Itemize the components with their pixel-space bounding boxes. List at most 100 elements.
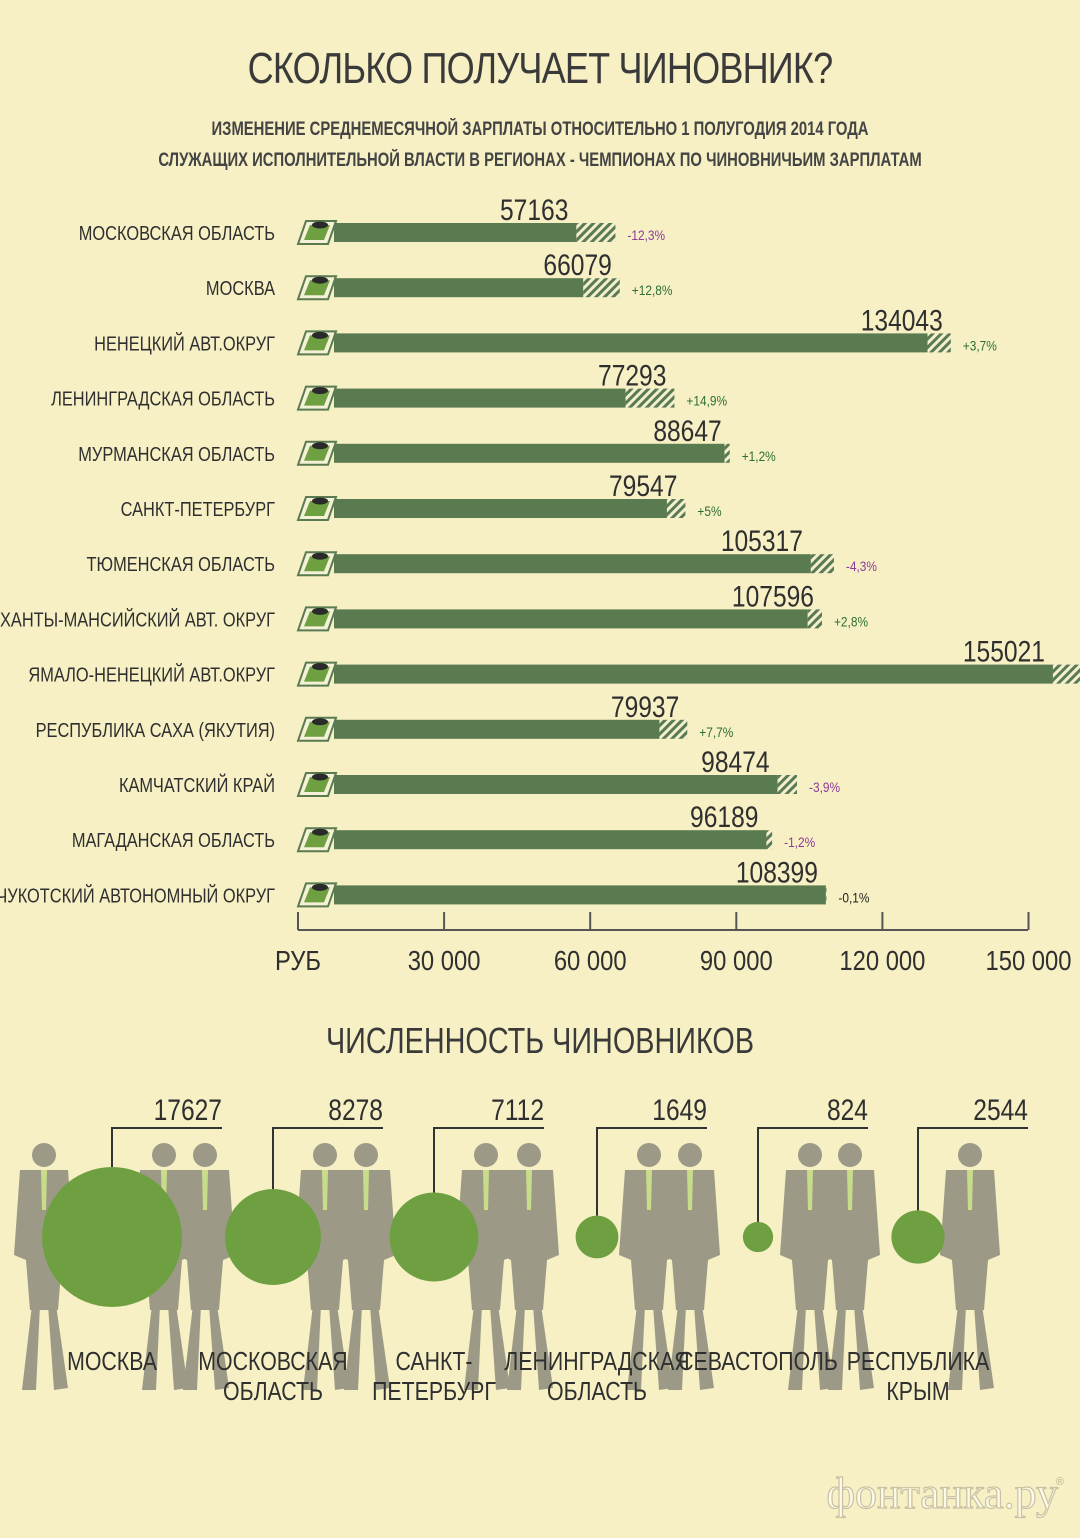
x-tick-label: 150 000	[986, 944, 1072, 976]
money-icon	[296, 772, 338, 797]
value-label: 108399	[736, 855, 818, 889]
salary-bar	[334, 885, 826, 905]
salary-bar	[334, 333, 928, 353]
region-name: МОСКОВСКАЯ	[198, 1347, 347, 1377]
salary-bar	[334, 609, 808, 629]
subtitle-line-1: ИЗМЕНЕНИЕ СРЕДНЕМЕСЯЧНОЙ ЗАРПЛАТЫ ОТНОСИ…	[211, 119, 869, 140]
headcount-bubble	[225, 1189, 321, 1285]
money-icon	[296, 716, 338, 742]
x-tick-label: 60 000	[554, 944, 627, 976]
region-label: КАМЧАТСКИЙ КРАЙ	[119, 773, 275, 796]
value-label: 79937	[611, 689, 679, 723]
change-label: -1,2%	[784, 834, 815, 850]
value-label: 57163	[500, 193, 568, 227]
change-segment	[807, 609, 822, 629]
headcount-value: 17627	[154, 1093, 222, 1127]
salary-bar	[334, 719, 660, 739]
page-title: СКОЛЬКО ПОЛУЧАЕТ ЧИНОВНИК?	[247, 44, 834, 93]
region-name: МОСКВА	[67, 1347, 157, 1377]
callout-line	[757, 1127, 868, 1222]
change-segment	[583, 278, 620, 298]
change-label: -0,1%	[838, 889, 869, 905]
money-icon	[296, 440, 338, 466]
salary-bar	[334, 830, 767, 850]
value-label: 105317	[721, 524, 803, 558]
change-segment	[625, 388, 675, 408]
change-segment	[659, 719, 688, 739]
money-icon	[296, 385, 338, 411]
change-label: +7,7%	[699, 724, 733, 740]
value-label: 88647	[653, 413, 721, 447]
region-label: МОСКОВСКАЯ ОБЛАСТЬ	[79, 221, 275, 244]
money-icon	[296, 551, 338, 577]
headcount-value: 7112	[491, 1093, 544, 1127]
brand-logo: фонтанка.ру	[826, 1468, 1059, 1518]
region-name: САНКТ-	[395, 1347, 472, 1377]
region-name: СЕВАСТОПОЛЬ	[678, 1347, 838, 1377]
region-label: МАГАДАНСКАЯ ОБЛАСТЬ	[72, 829, 275, 852]
value-label: 96189	[690, 800, 758, 834]
region-label: МОСКВА	[206, 277, 276, 300]
salary-bar-chart: МОСКОВСКАЯ ОБЛАСТЬ 57163 -12,3% МОСКВА 66079…	[0, 193, 1080, 976]
section-title-headcount: ЧИСЛЕННОСТЬ ЧИНОВНИКОВ	[325, 1020, 755, 1061]
headcount-bubble-chart: 17627МОСКВА8278МОСКОВСКАЯОБЛАСТЬ7112САНК…	[14, 1093, 1028, 1407]
value-label: 79547	[609, 469, 677, 503]
change-segment	[777, 775, 798, 794]
region-name: ЛЕНИНГРАДСКАЯ	[504, 1347, 689, 1377]
region-name: ОБЛАСТЬ	[223, 1377, 323, 1407]
region-label: НЕНЕЦКИЙ АВТ.ОКРУГ	[94, 332, 275, 355]
change-segment	[724, 443, 730, 463]
value-label: 66079	[543, 248, 611, 282]
region-label: САНКТ-ПЕТЕРБУРГ	[121, 497, 275, 520]
region-label: РЕСПУБЛИКА САХА (ЯКУТИЯ)	[36, 718, 275, 741]
region-name: ОБЛАСТЬ	[547, 1377, 647, 1407]
x-tick-label: 90 000	[700, 944, 773, 976]
change-label: -3,9%	[809, 779, 840, 795]
headcount-bubble	[389, 1192, 479, 1282]
official-figure-icon	[820, 1143, 880, 1390]
change-label: +2,8%	[834, 613, 868, 629]
salary-bar	[334, 664, 1053, 684]
money-icon	[296, 827, 338, 853]
headcount-value: 2544	[973, 1093, 1028, 1127]
subtitle-line-2: СЛУЖАЩИХ ИСПОЛНИТЕЛЬНОЙ ВЛАСТИ В РЕГИОНА…	[158, 150, 922, 171]
change-segment	[1052, 664, 1080, 684]
change-label: -4,3%	[846, 558, 877, 574]
region-label: ХАНТЫ-МАНСИЙСКИЙ АВТ. ОКРУГ	[0, 608, 275, 631]
callout-line	[433, 1127, 544, 1193]
change-segment	[927, 333, 951, 353]
x-tick-label: 30 000	[408, 944, 481, 976]
salary-bar	[334, 554, 811, 574]
value-label: 107596	[732, 579, 814, 613]
change-segment	[576, 223, 616, 242]
region-label: ТЮМЕНСКАЯ ОБЛАСТЬ	[87, 553, 275, 576]
region-name: КРЫМ	[886, 1377, 949, 1407]
change-segment	[666, 499, 686, 518]
change-segment	[825, 885, 827, 905]
headcount-bubble	[42, 1167, 182, 1307]
money-icon	[296, 606, 338, 632]
official-figure-icon	[499, 1143, 559, 1390]
money-icon	[296, 496, 338, 521]
change-segment	[766, 830, 773, 850]
region-name: РЕСПУБЛИКА	[847, 1347, 990, 1377]
value-label: 134043	[861, 303, 943, 337]
salary-bar	[334, 278, 584, 298]
salary-bar	[334, 499, 667, 518]
brand-registered-mark: ®	[1055, 1476, 1064, 1488]
headcount-bubble	[891, 1210, 945, 1264]
callout-line	[111, 1127, 222, 1167]
salary-bar	[334, 223, 577, 242]
headcount-bubble	[742, 1221, 774, 1253]
x-axis-unit-label: РУБ	[275, 944, 321, 976]
money-icon	[296, 330, 338, 356]
change-label: +12,8%	[632, 282, 673, 298]
region-name: ПЕТЕРБУРГ	[372, 1377, 496, 1407]
salary-bar	[334, 388, 626, 408]
value-label: 77293	[598, 358, 666, 392]
change-label: -12,3%	[627, 227, 665, 243]
headcount-bubble	[575, 1215, 619, 1259]
money-icon	[296, 275, 338, 301]
region-label: ЧУКОТСКИЙ АВТОНОМНЫЙ ОКРУГ	[0, 884, 275, 907]
headcount-value: 8278	[328, 1093, 383, 1127]
